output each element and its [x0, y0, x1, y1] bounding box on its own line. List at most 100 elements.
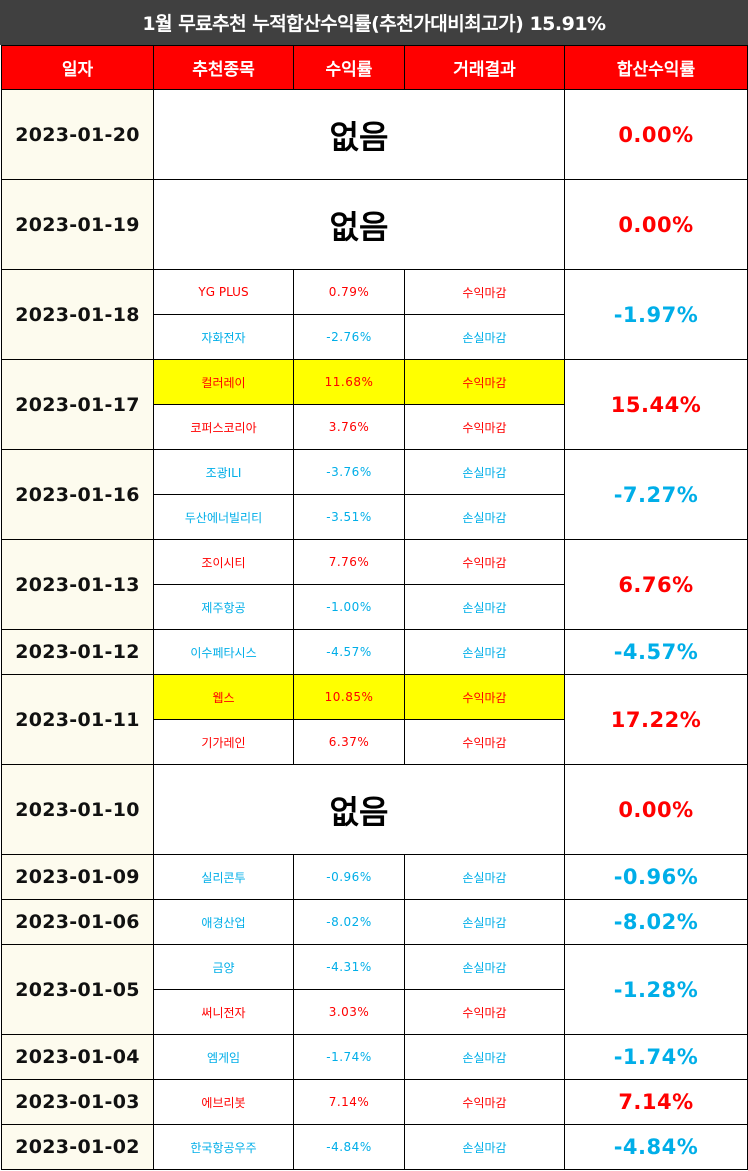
total-return-cell: 15.44% — [564, 359, 748, 450]
total-return-cell: 7.14% — [564, 1079, 748, 1125]
return-cell: -4.31% — [293, 944, 405, 990]
return-cell: -3.51% — [293, 494, 405, 540]
table-row: 2023-01-06 애경산업 -8.02% 손실마감 -8.02% — [1, 899, 748, 945]
trade-result-cell: 손실마감 — [404, 584, 565, 630]
return-cell: 10.85% — [293, 674, 405, 720]
table-row: 2023-01-02 한국항공우주 -4.84% 손실마감 -4.84% — [1, 1124, 748, 1170]
table-row: 자화전자 -2.76% 손실마감 — [2, 314, 748, 360]
return-cell: -0.96% — [293, 854, 405, 900]
stock-name-cell: 두산에너빌리티 — [153, 494, 294, 540]
return-cell: -3.76% — [293, 449, 405, 495]
date-cell: 2023-01-04 — [1, 1034, 154, 1080]
trade-result-cell: 손실마감 — [404, 1034, 565, 1080]
stock-name-cell: 실리콘투 — [153, 854, 294, 900]
trade-result-cell: 손실마감 — [404, 449, 565, 495]
stock-name-cell: 써니전자 — [153, 989, 294, 1035]
total-return-cell: -4.57% — [564, 629, 748, 675]
total-return-cell: 0.00% — [564, 179, 748, 270]
stock-name-cell: 이수페타시스 — [153, 629, 294, 675]
date-cell: 2023-01-12 — [1, 629, 154, 675]
date-cell: 2023-01-02 — [1, 1124, 154, 1170]
trade-result-cell: 수익마감 — [404, 1079, 565, 1125]
return-cell: -1.74% — [293, 1034, 405, 1080]
total-return-cell: -4.84% — [564, 1124, 748, 1170]
return-cell: 3.03% — [293, 989, 405, 1035]
total-return-cell: 0.00% — [564, 764, 748, 855]
trade-result-cell: 수익마감 — [404, 269, 565, 315]
table-row: 2023-01-11 웹스 10.85% 수익마감 17.22% — [1, 674, 748, 765]
total-return-cell: -1.74% — [564, 1034, 748, 1080]
stock-name-cell: 조광ILI — [153, 449, 294, 495]
return-cell: 11.68% — [293, 359, 405, 405]
date-cell: 2023-01-16 — [1, 449, 154, 540]
return-cell: 7.76% — [293, 539, 405, 585]
table-row: 코퍼스코리아 3.76% 수익마감 — [2, 404, 748, 450]
date-cell: 2023-01-11 — [1, 674, 154, 765]
table-row: 기가레인 6.37% 수익마감 — [2, 719, 748, 765]
stock-name-cell: YG PLUS — [153, 269, 294, 315]
stock-name-cell: 기가레인 — [153, 719, 294, 765]
total-return-cell: 0.00% — [564, 89, 748, 180]
table-row: 2023-01-19 없음 0.00% — [1, 179, 748, 270]
header-row: 일자 추천종목 수익률 거래결과 합산수익률 — [1, 45, 748, 90]
no-pick-cell: 없음 — [153, 179, 565, 270]
table-row: 제주항공 -1.00% 손실마감 — [2, 584, 748, 630]
return-cell: 0.79% — [293, 269, 405, 315]
stock-name-cell: 에브리봇 — [153, 1079, 294, 1125]
trade-result-cell: 손실마감 — [404, 854, 565, 900]
header-result: 거래결과 — [404, 45, 565, 90]
date-cell: 2023-01-17 — [1, 359, 154, 450]
stock-name-cell: 한국항공우주 — [153, 1124, 294, 1170]
date-cell: 2023-01-18 — [1, 269, 154, 360]
date-cell: 2023-01-05 — [1, 944, 154, 1035]
header-total-return: 합산수익률 — [564, 45, 748, 90]
table-row: 2023-01-13 조이시티 7.76% 수익마감 6.76% — [1, 539, 748, 630]
stock-name-cell: 제주항공 — [153, 584, 294, 630]
return-cell: -4.84% — [293, 1124, 405, 1170]
trade-result-cell: 수익마감 — [404, 989, 565, 1035]
date-cell: 2023-01-09 — [1, 854, 154, 900]
table-row: 2023-01-10 없음 0.00% — [1, 764, 748, 855]
total-return-cell: -1.28% — [564, 944, 748, 1035]
stock-name-cell: 자화전자 — [153, 314, 294, 360]
return-cell: 6.37% — [293, 719, 405, 765]
trade-result-cell: 손실마감 — [404, 944, 565, 990]
header-date: 일자 — [1, 45, 154, 90]
total-return-cell: -0.96% — [564, 854, 748, 900]
stock-name-cell: 컬러레이 — [153, 359, 294, 405]
date-cell: 2023-01-06 — [1, 899, 154, 945]
header-return: 수익률 — [293, 45, 405, 90]
table-row: 2023-01-16 조광ILI -3.76% 손실마감 -7.27% — [1, 449, 748, 540]
table-row: 2023-01-09 실리콘투 -0.96% 손실마감 -0.96% — [1, 854, 748, 900]
table-row: 2023-01-12 이수페타시스 -4.57% 손실마감 -4.57% — [1, 629, 748, 675]
date-cell: 2023-01-13 — [1, 539, 154, 630]
table-row: 2023-01-04 엠게임 -1.74% 손실마감 -1.74% — [1, 1034, 748, 1080]
table-row: 2023-01-18 YG PLUS 0.79% 수익마감 -1.97% — [1, 269, 748, 360]
stock-name-cell: 웹스 — [153, 674, 294, 720]
total-return-cell: -8.02% — [564, 899, 748, 945]
total-return-cell: -7.27% — [564, 449, 748, 540]
trade-result-cell: 손실마감 — [404, 1124, 565, 1170]
stock-name-cell: 금양 — [153, 944, 294, 990]
table-row: 2023-01-20 없음 0.00% — [1, 89, 748, 180]
stock-name-cell: 엠게임 — [153, 1034, 294, 1080]
date-cell: 2023-01-03 — [1, 1079, 154, 1125]
return-cell: 7.14% — [293, 1079, 405, 1125]
return-cell: -1.00% — [293, 584, 405, 630]
total-return-cell: 17.22% — [564, 674, 748, 765]
trade-result-cell: 수익마감 — [404, 539, 565, 585]
return-cell: 3.76% — [293, 404, 405, 450]
trade-result-cell: 손실마감 — [404, 314, 565, 360]
trade-result-cell: 손실마감 — [404, 629, 565, 675]
stock-name-cell: 애경산업 — [153, 899, 294, 945]
no-pick-cell: 없음 — [153, 764, 565, 855]
trade-result-cell: 수익마감 — [404, 674, 565, 720]
trade-result-cell: 손실마감 — [404, 899, 565, 945]
table-row: 2023-01-05 금양 -4.31% 손실마감 -1.28% — [1, 944, 748, 1035]
page-title: 1월 무료추천 누적합산수익률(추천가대비최고가) 15.91% — [0, 0, 748, 45]
date-cell: 2023-01-20 — [1, 89, 154, 180]
total-return-cell: -1.97% — [564, 269, 748, 360]
date-cell: 2023-01-10 — [1, 764, 154, 855]
trade-result-cell: 수익마감 — [404, 404, 565, 450]
